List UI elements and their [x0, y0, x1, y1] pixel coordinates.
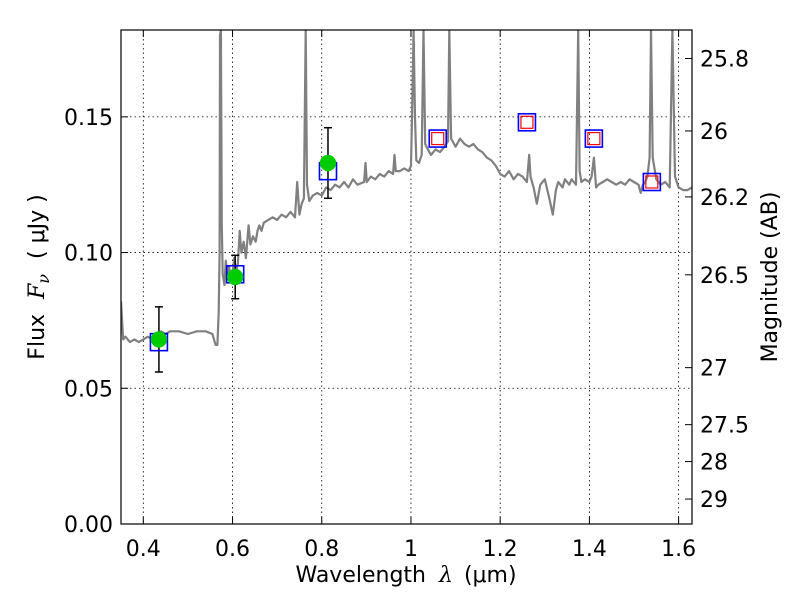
x-axis-label: Wavelength λ (μm) — [295, 563, 516, 588]
y2-tick-label: 27 — [700, 357, 728, 382]
observed-point — [150, 331, 168, 348]
model-photometry-marker — [584, 129, 604, 148]
y-tick-label: 0.05 — [64, 377, 113, 402]
x-tick-label: 0.8 — [304, 537, 339, 562]
ticks: 0.4 0.6 0.8 1 1.2 1.4 1.6 0.00 0.05 0.10 0.15 25.8 2… — [64, 30, 749, 562]
x-tick-label: 1.6 — [661, 537, 696, 562]
spectrum-layer — [121, 30, 692, 346]
spectrum-line — [121, 30, 692, 346]
x-tick-label: 1.2 — [483, 537, 518, 562]
model-photometry-marker — [642, 172, 662, 192]
y2-tick-label: 27.5 — [700, 414, 749, 439]
y2-tick-label: 26 — [700, 120, 728, 145]
y2-tick-label: 29 — [700, 488, 728, 513]
x-tick-label: 1 — [404, 537, 418, 562]
y2-tick-label: 26.5 — [700, 264, 749, 289]
plot-frame — [120, 29, 693, 525]
observed-point — [319, 154, 337, 172]
x-tick-label: 0.6 — [215, 537, 250, 562]
upper-limit-marker — [520, 115, 534, 129]
x-tick-label: 1.4 — [572, 537, 607, 562]
upper-limit-marker — [645, 175, 659, 189]
y2-tick-label: 28 — [700, 451, 728, 476]
y2-tick-label: 25.8 — [700, 48, 749, 73]
y2-tick-label: 26.2 — [700, 186, 749, 211]
marker-layer — [149, 112, 662, 352]
x-tick-label: 0.4 — [126, 537, 161, 562]
y-tick-label: 0.10 — [64, 242, 113, 267]
model-photometry-marker — [428, 129, 448, 148]
y-tick-label: 0.15 — [64, 106, 113, 131]
error-bar-layer — [154, 126, 332, 373]
observed-point — [226, 268, 244, 286]
upper-limit-marker — [587, 131, 601, 146]
model-photometry-marker — [517, 112, 537, 132]
upper-limit-marker — [431, 131, 445, 146]
y2-axis-label: Magnitude (AB) — [758, 192, 783, 363]
y-axis-label: Flux Fν ( μJy ) — [25, 194, 55, 359]
y-tick-label: 0.00 — [64, 513, 113, 538]
grid-lines — [121, 30, 692, 524]
